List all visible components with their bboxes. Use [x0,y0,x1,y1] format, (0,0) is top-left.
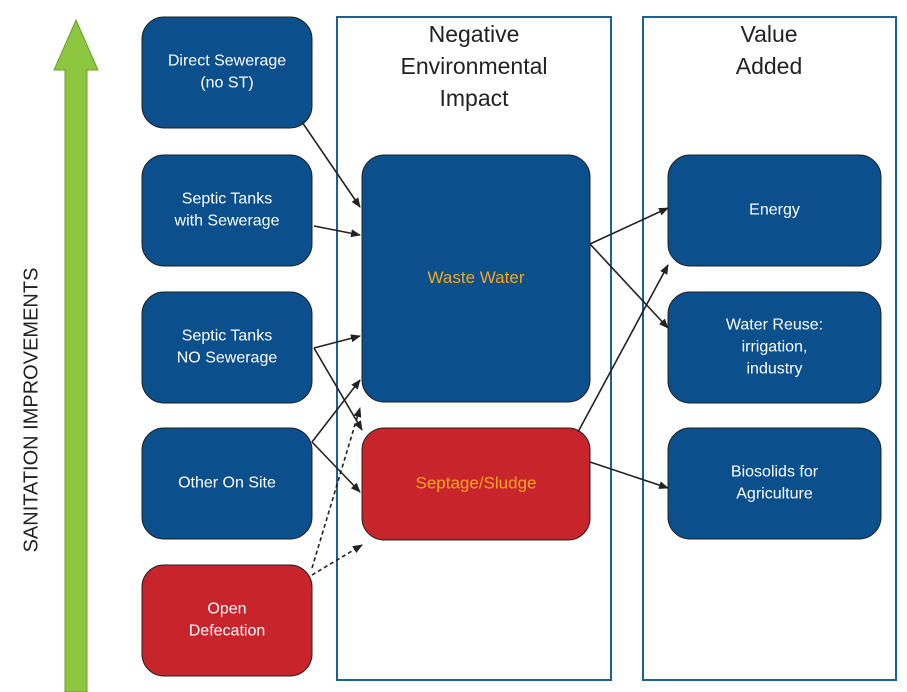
source-box [141,154,313,267]
label-line: Energy [749,202,800,219]
label-line: Water Reuse: [726,317,823,334]
arrow [311,544,363,576]
source-box [141,427,313,540]
source-box [141,16,313,129]
label-line: Negative [429,21,520,47]
label-line: Defecation [189,623,266,640]
arrow [313,334,361,349]
label-line: NO Sewerage [177,350,278,367]
improvement-arrow [53,18,99,692]
arrow [311,441,361,493]
label-line: Added [736,53,803,79]
label-line: industry [746,361,802,378]
label-line: with Sewerage [174,213,280,230]
arrow [311,379,361,443]
label-line: (no ST) [200,75,253,92]
label-line: Direct Sewerage [168,53,286,70]
label-line: Biosolids for [731,464,819,481]
label-line: Environmental [400,53,547,79]
label-line: Waste Water [428,268,525,287]
label-line: Septic Tanks [182,191,272,208]
impact-panel [336,16,612,681]
label-line: Agriculture [736,486,813,503]
label-line: Open [207,601,246,618]
arrow [589,207,669,245]
arrow [301,121,361,208]
arrow [577,264,669,433]
source-box [141,564,313,677]
axis-label: SANITATION IMPROVEMENTS [20,268,42,553]
label-line: irrigation, [742,339,808,356]
value-panel [642,16,897,681]
value-box [667,427,882,540]
arrow [313,225,361,238]
value-box [667,291,882,404]
impact-box [361,427,591,541]
arrow [589,243,669,329]
source-box [141,291,313,404]
label-line: Impact [439,85,509,111]
label-line: Value [740,21,797,47]
arrow [589,461,669,489]
impact-box [361,154,591,403]
label-line: Septic Tanks [182,328,272,345]
label-line: Septage/Sludge [416,473,537,492]
label-line: Other On Site [178,475,276,492]
